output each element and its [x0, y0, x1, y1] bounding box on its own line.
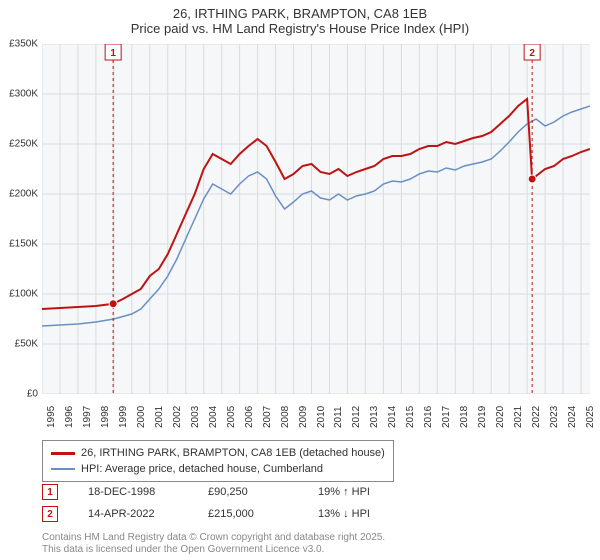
svg-text:1: 1: [110, 48, 116, 59]
x-tick-label: 2011: [333, 406, 344, 428]
x-tick-label: 2012: [351, 406, 362, 428]
sale-marker-icon: 1: [42, 484, 58, 500]
x-tick-label: 1999: [118, 406, 129, 428]
footer-line1: Contains HM Land Registry data © Crown c…: [42, 532, 385, 544]
sale-price: £90,250: [208, 486, 288, 498]
x-tick-label: 2009: [298, 406, 309, 428]
x-tick-label: 2024: [567, 406, 578, 428]
x-tick-label: 2006: [244, 406, 255, 428]
x-tick-label: 2008: [280, 406, 291, 428]
x-tick-label: 1996: [64, 406, 75, 428]
x-tick-label: 2015: [405, 406, 416, 428]
sale-row: 2 14-APR-2022 £215,000 13% ↓ HPI: [42, 506, 370, 522]
x-tick-label: 2007: [262, 406, 273, 428]
x-tick-label: 2014: [387, 406, 398, 428]
x-tick-label: 2004: [208, 406, 219, 428]
y-tick-label: £200K: [9, 189, 38, 200]
x-tick-label: 2018: [459, 406, 470, 428]
x-tick-label: 2000: [136, 406, 147, 428]
x-tick-label: 2010: [316, 406, 327, 428]
legend-row: HPI: Average price, detached house, Cumb…: [51, 461, 385, 477]
x-tick-label: 2005: [226, 406, 237, 428]
chart-title-sub: Price paid vs. HM Land Registry's House …: [0, 21, 600, 40]
footer: Contains HM Land Registry data © Crown c…: [42, 532, 385, 556]
x-tick-label: 1998: [100, 406, 111, 428]
x-tick-label: 2023: [549, 406, 560, 428]
sale-pct: 13% ↓ HPI: [318, 508, 370, 520]
x-axis-labels: 1995 1996 1997 1998 1999 2000 2001 2002 2003 2004…: [42, 398, 590, 438]
y-tick-label: £150K: [9, 239, 38, 250]
x-tick-label: 2013: [369, 406, 380, 428]
x-tick-label: 2017: [441, 406, 452, 428]
y-tick-label: £250K: [9, 139, 38, 150]
y-tick-label: £50K: [15, 339, 38, 350]
legend-label: HPI: Average price, detached house, Cumb…: [81, 461, 323, 477]
legend-label: 26, IRTHING PARK, BRAMPTON, CA8 1EB (det…: [81, 445, 385, 461]
x-tick-label: 2025: [585, 406, 596, 428]
svg-text:2: 2: [529, 48, 535, 59]
x-tick-label: 2019: [477, 406, 488, 428]
x-tick-label: 2016: [423, 406, 434, 428]
chart-plot-area: 12: [42, 44, 590, 394]
sale-price: £215,000: [208, 508, 288, 520]
sale-row: 1 18-DEC-1998 £90,250 19% ↑ HPI: [42, 484, 370, 500]
x-tick-label: 2003: [190, 406, 201, 428]
chart-container: 26, IRTHING PARK, BRAMPTON, CA8 1EB Pric…: [0, 0, 600, 560]
sale-pct: 19% ↑ HPI: [318, 486, 370, 498]
legend-swatch: [51, 452, 75, 455]
x-tick-label: 2021: [513, 406, 524, 428]
x-tick-label: 1997: [82, 406, 93, 428]
y-tick-label: £300K: [9, 89, 38, 100]
y-tick-label: £0: [27, 389, 38, 400]
sale-marker-icon: 2: [42, 506, 58, 522]
x-tick-label: 2022: [531, 406, 542, 428]
footer-line2: This data is licensed under the Open Gov…: [42, 544, 385, 556]
x-tick-label: 1995: [46, 406, 57, 428]
legend: 26, IRTHING PARK, BRAMPTON, CA8 1EB (det…: [42, 440, 394, 482]
chart-svg: 12: [42, 44, 590, 394]
x-tick-label: 2020: [495, 406, 506, 428]
sale-date: 14-APR-2022: [88, 508, 178, 520]
chart-title-address: 26, IRTHING PARK, BRAMPTON, CA8 1EB: [0, 0, 600, 21]
x-tick-label: 2002: [172, 406, 183, 428]
x-tick-label: 2001: [154, 406, 165, 428]
legend-row: 26, IRTHING PARK, BRAMPTON, CA8 1EB (det…: [51, 445, 385, 461]
y-tick-label: £350K: [9, 39, 38, 50]
legend-swatch: [51, 468, 75, 470]
y-tick-label: £100K: [9, 289, 38, 300]
y-axis-labels: £0£50K£100K£150K£200K£250K£300K£350K: [0, 44, 42, 394]
sale-date: 18-DEC-1998: [88, 486, 178, 498]
